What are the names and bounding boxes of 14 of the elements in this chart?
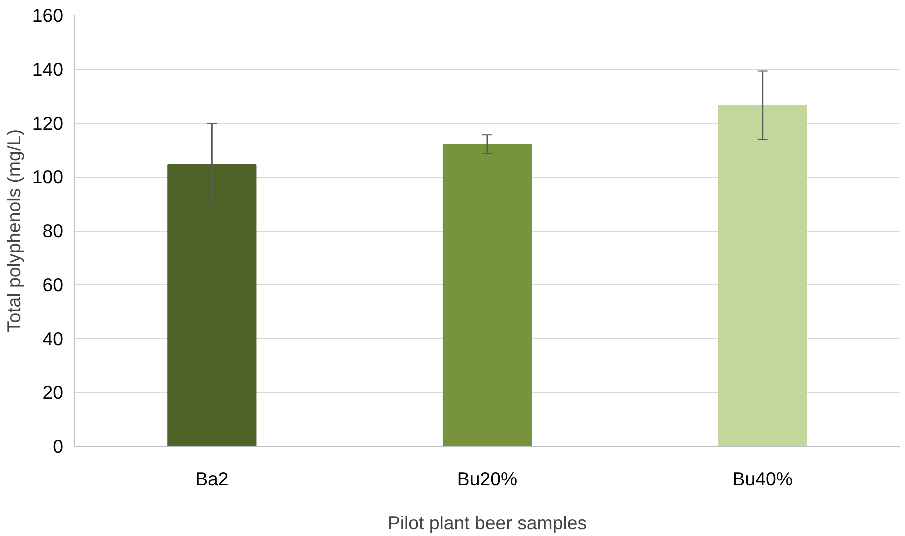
y-tick-label: 60	[42, 274, 64, 296]
x-tick-label: Bu40%	[732, 468, 793, 490]
y-tick-label: 100	[32, 166, 64, 188]
y-tick-label: 80	[42, 220, 64, 242]
x-tick-label: Bu20%	[457, 468, 518, 490]
y-axis-title: Total polyphenols (mg/L)	[3, 129, 24, 333]
y-tick-label: 120	[32, 112, 64, 134]
y-tick-label: 160	[32, 5, 64, 26]
y-tick-label: 140	[32, 58, 64, 80]
x-tick-label: Ba2	[196, 468, 229, 490]
x-axis-title: Pilot plant beer samples	[388, 512, 588, 534]
y-tick-label: 40	[42, 328, 64, 350]
y-tick-label: 20	[42, 382, 64, 404]
y-tick-label: 0	[53, 436, 64, 457]
